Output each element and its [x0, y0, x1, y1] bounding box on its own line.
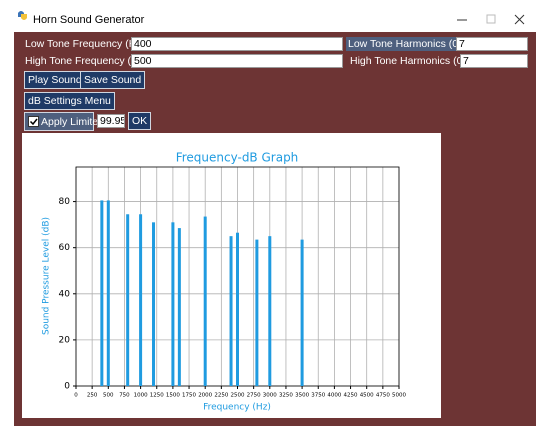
app-icon: [21, 14, 27, 20]
chart-panel: Frequency-dB Graph Frequency (Hz) Sound …: [22, 133, 441, 418]
x-tick-label: 4250: [344, 393, 358, 399]
x-tick-label: 2750: [247, 393, 261, 399]
x-tick-label: 1500: [166, 393, 180, 399]
x-tick-label: 3500: [295, 393, 309, 399]
x-tick-label: 1000: [134, 393, 148, 399]
x-tick-label: 2000: [198, 393, 212, 399]
limiter-label: Apply Limiter: [41, 116, 102, 128]
ok-button[interactable]: OK: [128, 112, 152, 130]
x-tick-label: 0: [74, 393, 78, 399]
bar: [126, 214, 130, 386]
field-label: High Tone Harmonics (0-7):: [350, 55, 479, 67]
y-axis-label: Sound Pressure Level (dB): [42, 217, 52, 335]
bar: [139, 214, 143, 386]
title-bar: Horn Sound Generator: [0, 0, 550, 32]
chart: Frequency-dB Graph Frequency (Hz) Sound …: [42, 151, 407, 413]
x-tick-label: 1750: [182, 393, 196, 399]
checkbox-box: [28, 116, 39, 127]
field-label: Low Tone Harmonics (0-7):: [346, 37, 476, 51]
x-tick-label: 4750: [376, 393, 390, 399]
bar: [236, 232, 239, 386]
bar: [106, 200, 110, 386]
x-tick-label: 4500: [360, 393, 374, 399]
bar: [268, 236, 272, 386]
bar: [100, 200, 104, 386]
settings-button[interactable]: dB Settings Menu: [24, 92, 115, 110]
y-tick-label: 60: [59, 243, 71, 253]
text-input[interactable]: 7: [456, 37, 528, 51]
x-tick-label: 3750: [311, 393, 325, 399]
close-button[interactable]: [514, 14, 525, 25]
x-tick-label: 4000: [327, 393, 341, 399]
limiter-checkbox-frame[interactable]: Apply Limiter: [24, 112, 102, 131]
field-label: Low Tone Frequency (Hz):: [25, 38, 148, 50]
x-axis-label: Frequency (Hz): [203, 403, 271, 413]
x-tick-label: 2250: [214, 393, 228, 399]
checkbox[interactable]: [28, 116, 40, 128]
text-input[interactable]: 400: [131, 37, 343, 51]
field-label: High Tone Frequency (Hz):: [25, 55, 151, 67]
x-tick-label: 2500: [231, 393, 245, 399]
text-input[interactable]: 7: [460, 54, 528, 68]
bar: [229, 236, 233, 386]
title-icons: [18, 11, 525, 25]
bar: [203, 216, 207, 386]
y-tick-label: 0: [64, 382, 70, 392]
bar: [255, 239, 259, 386]
limiter-input[interactable]: 99.95: [97, 114, 125, 128]
x-tick-label: 1250: [150, 393, 164, 399]
x-tick-label: 5000: [392, 393, 406, 399]
x-tick-label: 3250: [279, 393, 293, 399]
x-tick-label: 750: [119, 393, 130, 399]
bar: [300, 239, 304, 386]
checkmark: [29, 118, 38, 126]
bar: [171, 222, 175, 386]
play-button[interactable]: Play Sound: [24, 71, 86, 89]
chart-title: Frequency-dB Graph: [176, 151, 299, 165]
bar: [152, 222, 156, 386]
y-tick-label: 20: [59, 335, 71, 345]
text-input[interactable]: 500: [131, 54, 343, 68]
x-tick-label: 250: [87, 393, 98, 399]
y-tick-label: 40: [59, 289, 71, 299]
bar: [177, 228, 181, 386]
save-button[interactable]: Save Sound: [80, 71, 146, 89]
maximize-button[interactable]: [486, 14, 496, 24]
x-tick-label: 500: [103, 393, 114, 399]
window-title: Horn Sound Generator: [33, 14, 145, 26]
y-tick-label: 80: [59, 197, 71, 207]
x-tick-label: 3000: [263, 393, 277, 399]
